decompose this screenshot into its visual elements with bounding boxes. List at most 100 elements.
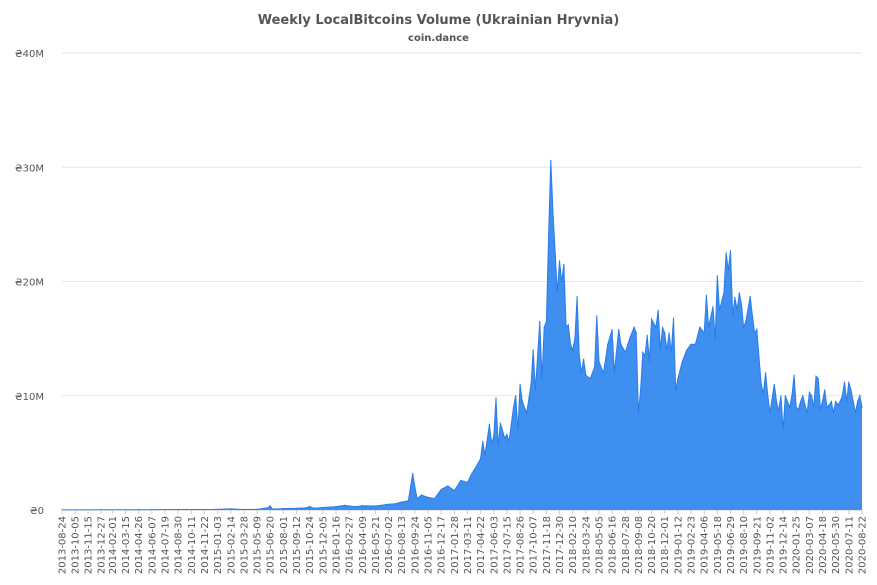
x-tick-label: 2013-11-15 xyxy=(83,516,94,574)
data-point xyxy=(541,378,543,380)
y-tick-label: ₴20M xyxy=(15,278,44,289)
x-tick-label: 2019-06-29 xyxy=(726,516,737,574)
data-point xyxy=(453,490,455,492)
data-point xyxy=(427,496,429,498)
data-point xyxy=(670,351,672,353)
data-point xyxy=(729,250,732,252)
x-tick-label: 2020-01-25 xyxy=(792,516,803,574)
data-point xyxy=(826,406,828,408)
data-point xyxy=(797,408,800,411)
data-point xyxy=(637,412,640,414)
data-point xyxy=(835,400,837,403)
data-point xyxy=(854,412,857,414)
data-point xyxy=(271,508,273,510)
data-point xyxy=(800,400,802,403)
data-point xyxy=(699,326,701,328)
data-point xyxy=(743,326,745,328)
data-point xyxy=(563,263,565,265)
data-point xyxy=(598,360,600,363)
data-point xyxy=(526,412,528,414)
data-point xyxy=(556,292,558,294)
data-point xyxy=(295,507,298,509)
data-point xyxy=(857,400,859,403)
data-point xyxy=(515,395,517,397)
x-tick-label: 2019-08-10 xyxy=(739,516,750,574)
data-point xyxy=(751,315,754,317)
data-point xyxy=(644,355,646,357)
x-tick-label: 2015-08-01 xyxy=(279,516,290,574)
x-tick-label: 2014-08-30 xyxy=(174,516,185,574)
data-point xyxy=(837,404,839,406)
x-tick-label: 2016-09-24 xyxy=(410,516,421,574)
data-point xyxy=(401,501,403,503)
data-point xyxy=(795,406,797,408)
data-point xyxy=(493,435,495,437)
data-point xyxy=(407,500,409,502)
data-point xyxy=(578,355,580,357)
data-point xyxy=(471,472,473,474)
x-tick-label: 2018-05-05 xyxy=(594,516,605,574)
data-point xyxy=(703,332,705,334)
data-point xyxy=(769,412,771,414)
data-point xyxy=(269,505,271,507)
data-point xyxy=(782,429,784,431)
data-point xyxy=(712,306,714,308)
data-point xyxy=(659,349,662,351)
data-point xyxy=(668,332,670,334)
data-point xyxy=(256,508,258,510)
data-point xyxy=(388,503,390,505)
data-point xyxy=(569,343,572,345)
data-point xyxy=(778,410,780,412)
data-point xyxy=(841,395,843,397)
x-tick-label: 2015-06-20 xyxy=(266,516,277,574)
data-point xyxy=(694,343,697,345)
data-point xyxy=(727,269,729,271)
data-point xyxy=(414,486,416,488)
data-point xyxy=(394,503,396,505)
data-point xyxy=(714,338,716,340)
x-tick-label: 2020-04-18 xyxy=(818,516,829,574)
data-point xyxy=(613,372,615,374)
data-point xyxy=(723,292,725,294)
data-point xyxy=(447,485,449,487)
x-tick-label: 2015-09-12 xyxy=(292,516,303,574)
data-point xyxy=(791,395,793,397)
data-point xyxy=(672,317,675,319)
y-tick-label: ₴10M xyxy=(15,392,44,403)
data-point xyxy=(482,440,484,442)
x-tick-label: 2017-03-11 xyxy=(463,516,474,574)
data-point xyxy=(675,389,677,391)
x-tick-label: 2018-02-10 xyxy=(568,516,579,574)
data-point xyxy=(786,400,789,403)
data-point xyxy=(545,320,548,323)
data-point xyxy=(648,360,651,363)
data-point xyxy=(517,429,519,431)
x-tick-label: 2019-02-23 xyxy=(687,516,698,574)
data-point xyxy=(843,381,846,383)
data-point xyxy=(760,383,762,385)
data-point xyxy=(355,506,357,508)
x-tick-label: 2019-01-12 xyxy=(673,516,684,574)
x-tick-label: 2015-02-14 xyxy=(226,516,237,574)
data-point xyxy=(848,381,850,383)
data-point xyxy=(839,400,841,403)
data-point xyxy=(681,360,683,363)
data-point xyxy=(539,320,541,323)
data-point xyxy=(802,395,804,397)
data-point xyxy=(859,395,861,397)
x-tick-label: 2016-08-13 xyxy=(397,516,408,574)
data-point xyxy=(740,303,743,305)
x-tick-label: 2015-01-03 xyxy=(213,516,224,574)
data-point xyxy=(466,482,469,484)
x-tick-label: 2019-11-02 xyxy=(765,516,776,574)
data-point xyxy=(335,506,337,508)
data-point xyxy=(440,488,442,490)
data-point xyxy=(554,252,556,254)
data-point xyxy=(530,383,532,385)
data-point xyxy=(313,507,315,509)
data-point xyxy=(762,392,765,395)
x-tick-label: 2018-10-20 xyxy=(647,516,658,574)
